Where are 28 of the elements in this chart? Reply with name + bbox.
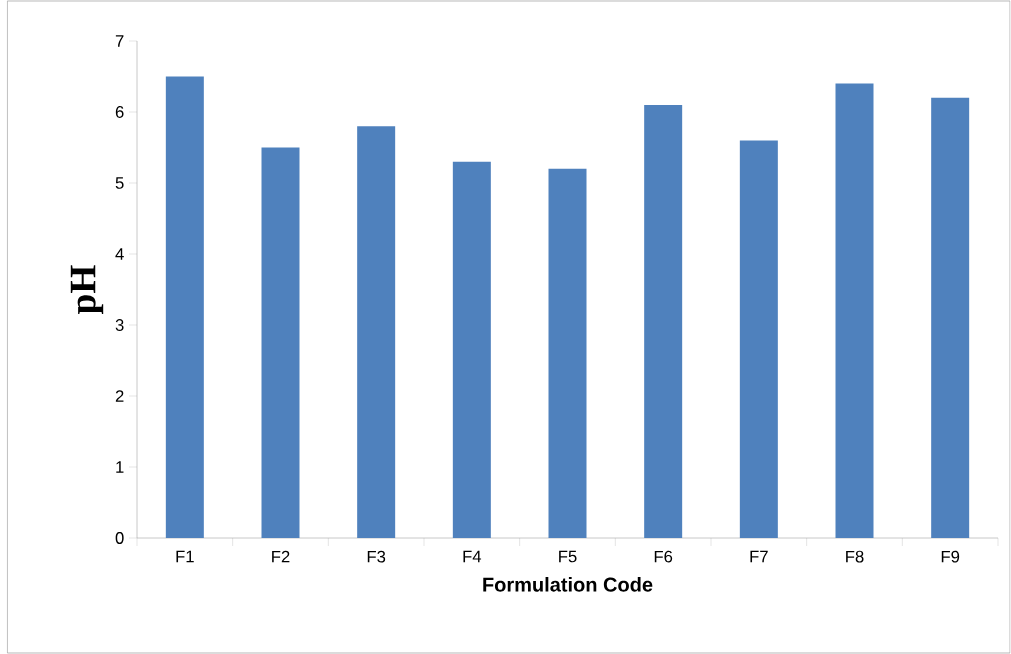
y-axis-title: pH bbox=[70, 265, 104, 314]
x-tick-label: F8 bbox=[846, 550, 864, 563]
bar bbox=[261, 147, 300, 538]
bar bbox=[357, 126, 396, 538]
x-tick-label: F3 bbox=[367, 550, 386, 563]
y-tick-label: 0 bbox=[115, 532, 124, 544]
bar bbox=[931, 97, 970, 538]
y-tick-label: 7 bbox=[115, 35, 124, 47]
x-tick-label: F5 bbox=[559, 550, 577, 563]
x-tick-label: F7 bbox=[750, 550, 768, 563]
x-tick-label: F6 bbox=[654, 550, 673, 563]
bar bbox=[452, 161, 491, 538]
x-axis-title: Formulation Code bbox=[483, 577, 653, 592]
bar bbox=[644, 104, 683, 538]
bar bbox=[548, 168, 587, 538]
bar bbox=[165, 76, 204, 538]
y-tick-label: 4 bbox=[115, 248, 124, 260]
y-tick-label: 3 bbox=[115, 319, 124, 331]
y-tick-label: 6 bbox=[115, 106, 124, 118]
bar bbox=[739, 140, 778, 538]
bar bbox=[835, 83, 874, 538]
x-tick-label: F9 bbox=[941, 550, 960, 563]
x-tick-label: F4 bbox=[463, 550, 482, 563]
y-tick-label: 2 bbox=[115, 390, 124, 402]
y-tick-label: 1 bbox=[116, 461, 124, 473]
x-tick-label: F2 bbox=[272, 550, 290, 563]
y-tick-label: 5 bbox=[115, 177, 124, 189]
x-tick-label: F1 bbox=[176, 550, 194, 563]
